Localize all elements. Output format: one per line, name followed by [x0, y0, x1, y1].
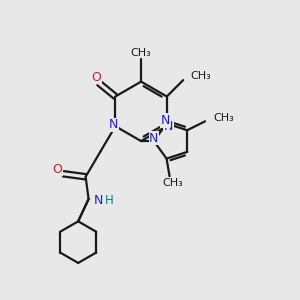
Text: CH₃: CH₃ [131, 48, 152, 58]
Text: CH₃: CH₃ [190, 71, 212, 81]
Text: N: N [164, 120, 173, 133]
Text: N: N [160, 114, 170, 127]
Text: N: N [149, 132, 159, 145]
Text: N: N [93, 194, 103, 207]
Text: CH₃: CH₃ [213, 113, 234, 123]
Text: O: O [91, 71, 101, 84]
Text: O: O [52, 163, 62, 176]
Text: N: N [109, 118, 119, 131]
Text: CH₃: CH₃ [162, 178, 183, 188]
Text: H: H [105, 194, 114, 207]
